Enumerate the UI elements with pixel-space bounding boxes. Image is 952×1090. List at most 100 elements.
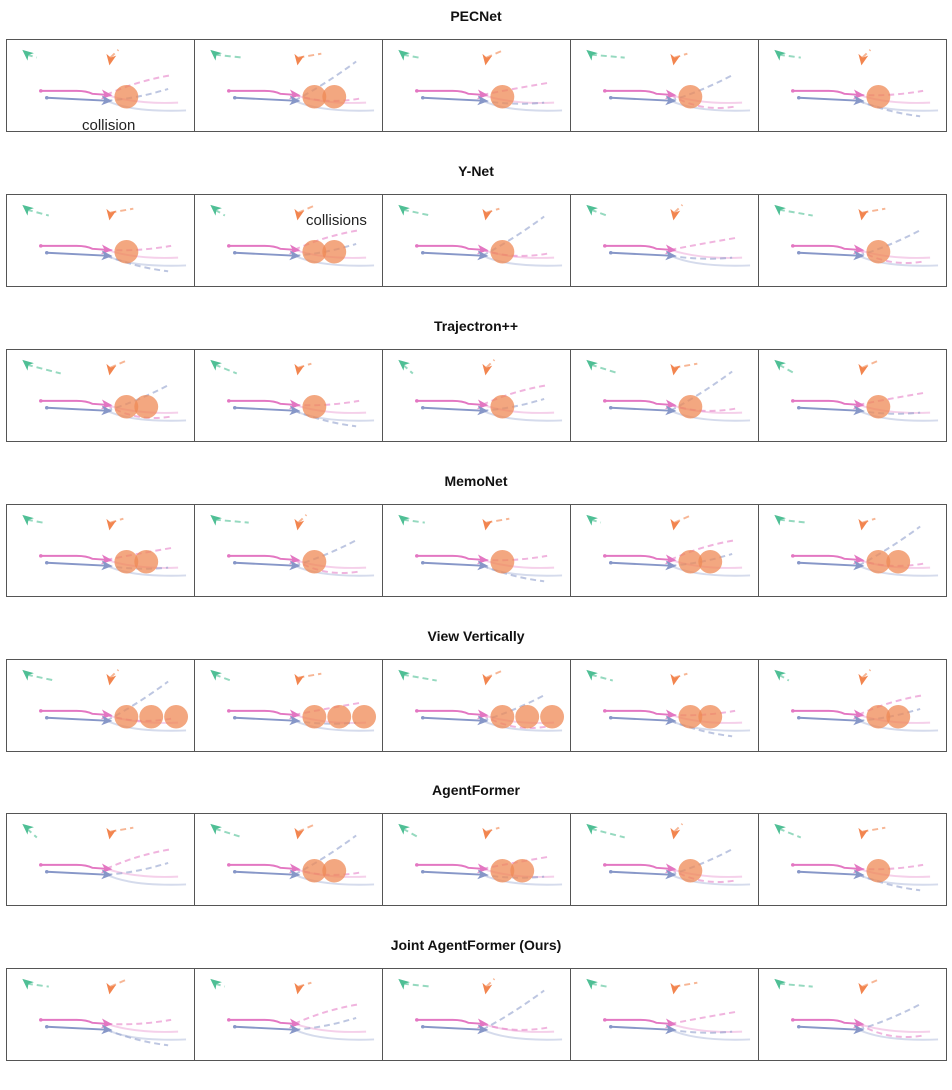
green-agent-prediction xyxy=(402,518,425,524)
collision-marker xyxy=(327,705,352,729)
collision-marker xyxy=(134,395,159,419)
trajectory-panel xyxy=(7,660,195,751)
scene-plot xyxy=(586,978,751,1041)
scene-plot xyxy=(586,204,751,267)
arrow-head-icon xyxy=(294,363,305,376)
scene-plot xyxy=(210,978,375,1041)
pink-agent-prediction xyxy=(670,539,736,561)
method-row xyxy=(6,659,947,752)
green-agent-prediction xyxy=(778,982,813,988)
blue-agent-ground-truth xyxy=(294,564,375,577)
orange-agent-prediction xyxy=(861,669,872,679)
blue-agent-prediction xyxy=(106,1028,169,1047)
arrow-head-icon xyxy=(774,823,786,835)
green-agent-prediction xyxy=(26,208,50,217)
blue-agent-history xyxy=(422,251,483,257)
pink-agent-prediction xyxy=(857,1022,924,1038)
pink-agent-history xyxy=(416,1018,483,1025)
pink-agent-history xyxy=(40,863,107,870)
scene-plot xyxy=(210,822,375,886)
blue-agent-history xyxy=(422,870,483,876)
trajectory-panel xyxy=(7,350,195,441)
blue-agent-ground-truth xyxy=(482,1028,563,1041)
collision-marker xyxy=(114,550,139,574)
pink-agent-history xyxy=(792,89,859,96)
pink-agent-ground-truth xyxy=(670,867,743,878)
blue-agent-history xyxy=(798,406,859,412)
arrow-head-icon xyxy=(858,208,869,221)
arrow-head-icon xyxy=(482,518,493,531)
row-title: View Vertically xyxy=(427,628,525,644)
pink-agent-ground-truth xyxy=(858,867,931,878)
trajectory-panel xyxy=(7,505,195,596)
blue-agent-ground-truth xyxy=(482,409,563,422)
blue-agent-history xyxy=(46,870,107,876)
scene-plot xyxy=(398,823,563,886)
collision-marker xyxy=(886,705,911,729)
blue-agent-prediction xyxy=(858,99,921,118)
blue-agent-prediction xyxy=(294,409,357,428)
trajectory-panel xyxy=(195,969,383,1060)
collision-marker xyxy=(302,705,327,729)
pink-agent-ground-truth xyxy=(670,93,743,104)
scene-plot xyxy=(210,669,377,732)
green-agent-prediction xyxy=(590,673,614,682)
blue-agent-prediction xyxy=(670,1028,733,1034)
collision-marker xyxy=(886,550,911,574)
orange-agent-prediction xyxy=(486,207,500,214)
scene-plot xyxy=(398,204,563,267)
blue-agent-history xyxy=(234,561,295,567)
pink-agent-prediction xyxy=(858,392,924,406)
collision-marker xyxy=(114,240,139,264)
green-agent-prediction xyxy=(402,363,414,375)
arrow-head-icon xyxy=(294,208,305,221)
scene-plot xyxy=(22,977,187,1047)
blue-agent-history xyxy=(234,716,295,722)
scene-plot xyxy=(774,49,939,118)
orange-agent-prediction xyxy=(297,514,308,524)
arrow-head-icon xyxy=(22,514,34,526)
blue-agent-ground-truth xyxy=(106,99,187,112)
pink-agent-prediction xyxy=(858,694,924,716)
orange-agent-prediction xyxy=(110,977,129,988)
pink-agent-prediction xyxy=(482,82,548,96)
pink-agent-history xyxy=(792,244,859,251)
orange-agent-prediction xyxy=(110,517,124,524)
arrow-head-icon xyxy=(670,982,681,995)
collision-marker xyxy=(678,859,703,883)
pink-agent-ground-truth xyxy=(670,248,743,259)
blue-agent-prediction xyxy=(106,861,169,876)
scene-plot xyxy=(398,668,565,732)
arrow-head-icon xyxy=(586,823,598,835)
trajectory-panel xyxy=(383,969,571,1060)
collision-marker xyxy=(164,705,189,729)
arrow-head-icon xyxy=(858,982,869,995)
collision-marker xyxy=(866,240,891,264)
arrow-head-icon xyxy=(482,673,493,686)
pink-agent-history xyxy=(228,863,295,870)
row-title: PECNet xyxy=(450,8,502,24)
blue-agent-ground-truth xyxy=(294,873,375,886)
blue-agent-ground-truth xyxy=(858,719,939,732)
arrow-head-icon xyxy=(670,363,681,376)
blue-agent-ground-truth xyxy=(670,409,751,422)
collision-marker xyxy=(322,85,347,109)
collision-marker xyxy=(302,859,327,883)
arrow-head-icon xyxy=(22,204,34,216)
pink-agent-history xyxy=(40,399,107,406)
arrow-head-icon xyxy=(482,363,493,376)
arrow-head-icon xyxy=(398,823,410,835)
blue-agent-prediction xyxy=(482,564,545,583)
scene-plot xyxy=(774,669,939,732)
orange-agent-prediction xyxy=(486,668,505,679)
method-row xyxy=(6,504,947,597)
trajectory-panel xyxy=(571,969,759,1060)
method-row xyxy=(6,968,947,1061)
pink-agent-history xyxy=(792,554,859,561)
orange-agent-prediction xyxy=(109,49,120,59)
pink-agent-history xyxy=(416,89,483,96)
pink-agent-ground-truth xyxy=(858,1022,931,1033)
scene-plot xyxy=(398,359,563,422)
blue-agent-prediction xyxy=(858,229,921,257)
arrow-head-icon xyxy=(858,518,869,531)
